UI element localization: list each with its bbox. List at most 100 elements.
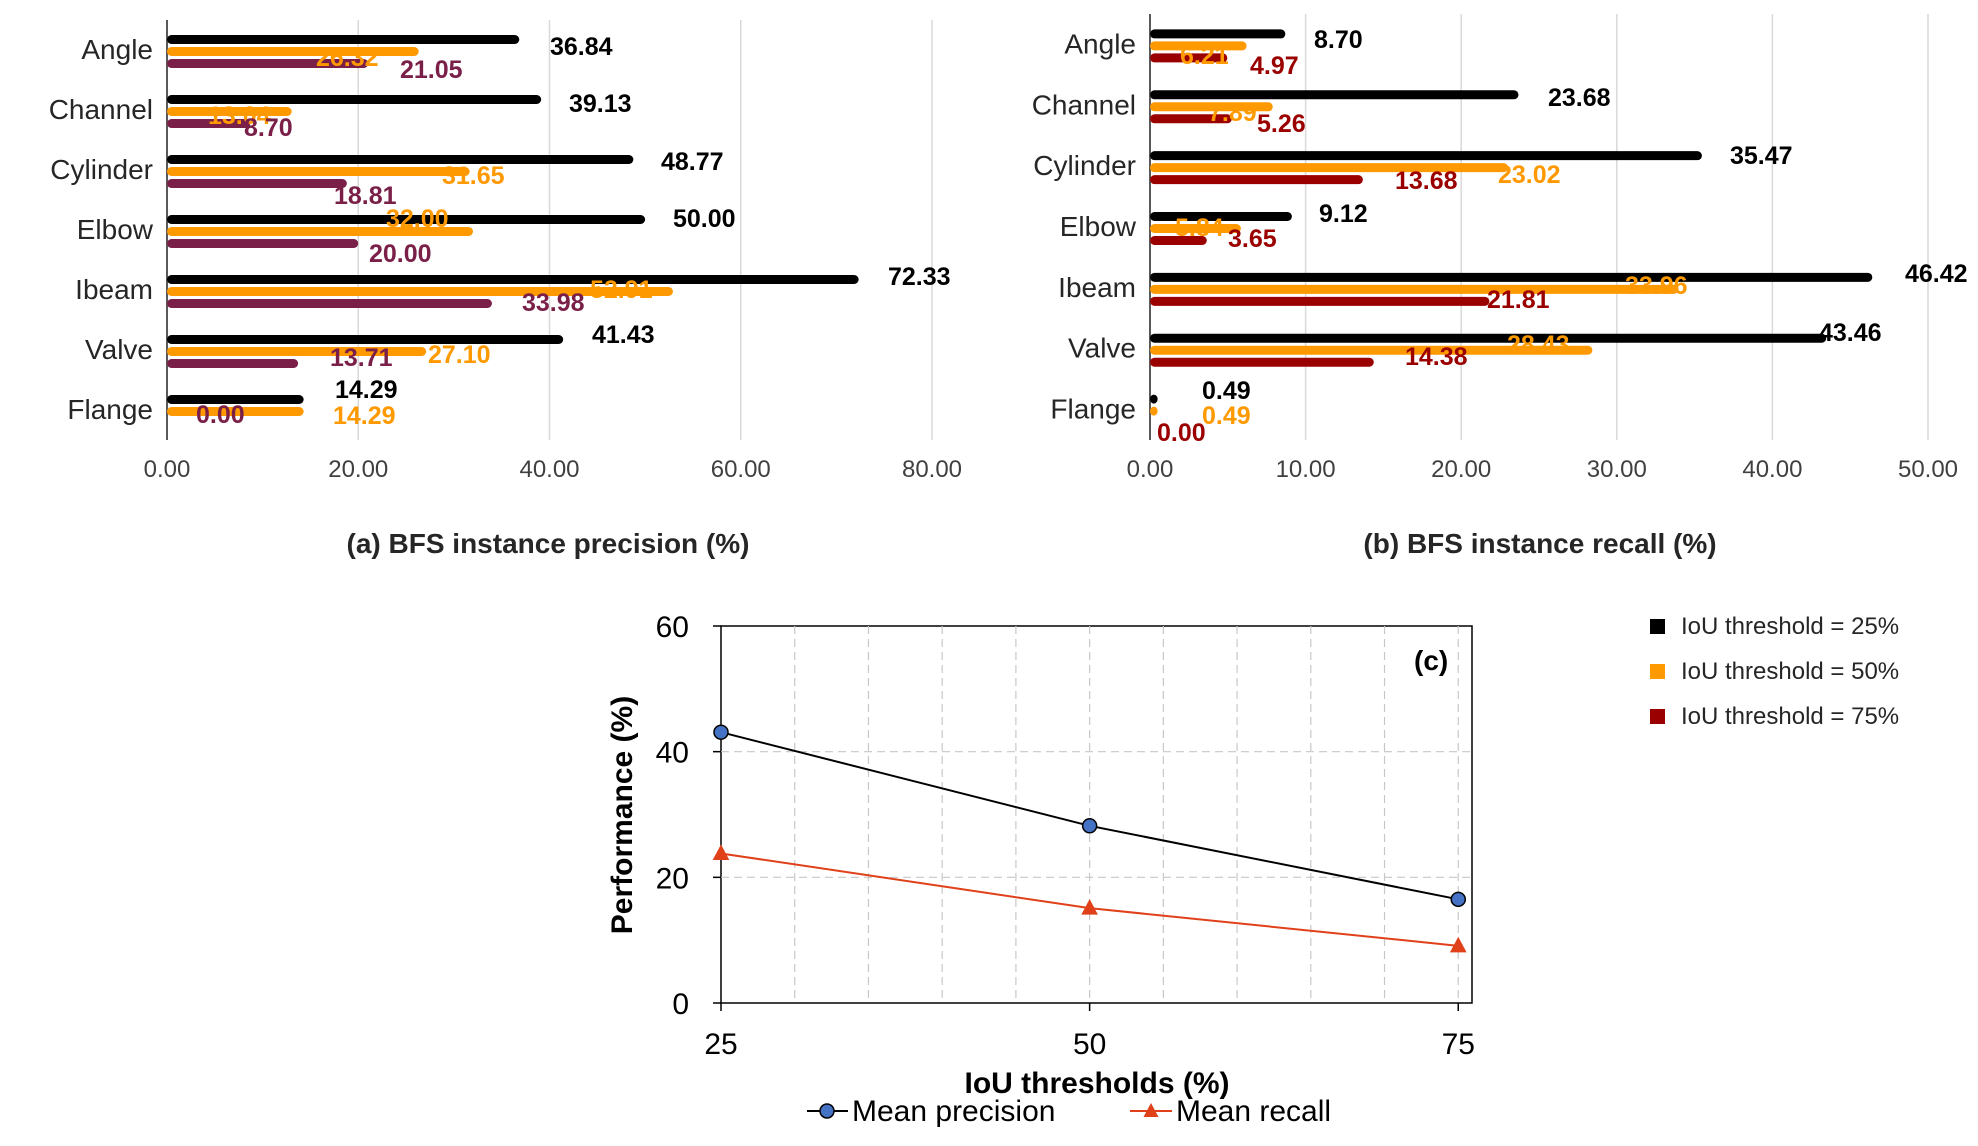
data-label: 72.33 — [888, 263, 951, 291]
data-label: 48.77 — [661, 148, 724, 176]
bar — [1150, 29, 1286, 39]
x-tick-label: 0.00 — [1127, 456, 1174, 483]
category-label: Flange — [67, 394, 153, 425]
data-label: 50.00 — [673, 205, 736, 233]
data-label: 23.02 — [1498, 161, 1561, 189]
legend-marker-mean-precision — [819, 1103, 835, 1119]
data-label: 9.12 — [1319, 200, 1368, 228]
category-label: Ibeam — [1058, 272, 1136, 303]
data-label: 14.38 — [1405, 343, 1468, 371]
bar — [167, 107, 292, 116]
category-label: Ibeam — [75, 274, 153, 305]
bar — [167, 179, 347, 188]
category-label: Channel — [1032, 89, 1136, 120]
data-label: 39.13 — [569, 90, 632, 118]
data-label: 8.70 — [244, 114, 293, 142]
data-label: 46.42 — [1905, 260, 1968, 288]
data-label: 52.91 — [590, 276, 653, 304]
data-label: 6.21 — [1180, 42, 1229, 70]
y-tick-label: 40 — [656, 737, 689, 770]
data-point — [1081, 818, 1098, 834]
data-label: 20.00 — [369, 240, 432, 268]
bar — [1150, 406, 1158, 416]
x-axis-label: IoU thresholds (%) — [964, 1067, 1229, 1100]
bar — [167, 359, 299, 368]
x-tick-label: 10.00 — [1276, 456, 1336, 483]
data-label: 3.65 — [1228, 225, 1277, 253]
data-label: 13.71 — [330, 344, 393, 372]
data-label: 0.49 — [1202, 377, 1251, 405]
data-point — [1081, 899, 1098, 915]
x-tick-label: 0.00 — [144, 456, 191, 483]
data-label: 0.00 — [196, 401, 245, 429]
bar — [1150, 163, 1509, 173]
legend: IoU threshold = 25% IoU threshold = 50% … — [1650, 604, 1899, 739]
y-tick-label: 20 — [656, 862, 689, 895]
category-label: Elbow — [1060, 211, 1137, 242]
bar — [1150, 151, 1702, 161]
legend-swatch-iou-25 — [1650, 619, 1665, 634]
category-label: Elbow — [77, 214, 154, 245]
x-tick-label: 30.00 — [1587, 456, 1647, 483]
data-label: 31.65 — [442, 162, 505, 190]
legend-marker-mean-recall — [1143, 1103, 1159, 1117]
legend-item-iou-50: IoU threshold = 50% — [1650, 649, 1899, 694]
bar — [1150, 272, 1873, 282]
data-label: 36.84 — [550, 33, 613, 61]
bar — [1150, 357, 1374, 367]
legend-label-mean-precision: Mean precision — [852, 1095, 1055, 1128]
category-label: Cylinder — [50, 154, 153, 185]
bar — [167, 287, 673, 296]
bar — [167, 35, 520, 44]
bar — [167, 215, 646, 224]
data-label: 32.00 — [386, 205, 449, 233]
bar — [167, 95, 542, 104]
data-label: 28.43 — [1507, 331, 1570, 359]
bar — [1150, 296, 1490, 306]
data-label: 5.84 — [1175, 214, 1224, 242]
legend-item-iou-75: IoU threshold = 75% — [1650, 694, 1899, 739]
data-point — [713, 724, 729, 740]
legend-swatch-iou-50 — [1650, 664, 1665, 679]
data-label: 14.29 — [333, 402, 396, 430]
data-point — [1449, 936, 1467, 953]
data-label: 43.46 — [1819, 319, 1882, 347]
data-label: 13.68 — [1395, 167, 1458, 195]
bar — [167, 275, 859, 284]
bar — [167, 347, 427, 356]
data-label: 27.10 — [428, 341, 491, 369]
bar — [1150, 394, 1158, 404]
legend-label-iou-25: IoU threshold = 25% — [1681, 612, 1900, 640]
category-label: Angle — [1064, 28, 1136, 59]
x-tick-label: 40.00 — [519, 456, 579, 483]
data-label: 21.05 — [400, 56, 463, 84]
bar — [167, 227, 473, 236]
legend-label-mean-recall: Mean recall — [1176, 1095, 1331, 1128]
data-label: 5.26 — [1257, 110, 1306, 138]
category-label: Cylinder — [1033, 150, 1136, 181]
data-label: 0.00 — [1157, 419, 1206, 447]
x-tick-label: 75 — [1442, 1028, 1475, 1061]
data-label: 21.81 — [1487, 286, 1550, 314]
bar — [1150, 284, 1679, 294]
data-point — [1450, 891, 1467, 908]
bar — [167, 395, 304, 404]
data-label: 41.43 — [592, 321, 655, 349]
data-label: 8.70 — [1314, 26, 1363, 54]
plot-frame — [720, 625, 1473, 1004]
data-label: 18.81 — [334, 182, 397, 210]
data-label: 35.47 — [1730, 142, 1793, 170]
x-tick-label: 20.00 — [1431, 456, 1491, 483]
bar — [1150, 333, 1827, 343]
category-label: Angle — [81, 34, 153, 65]
data-label: 14.29 — [335, 376, 398, 404]
bar — [1150, 114, 1232, 124]
bar — [167, 335, 564, 344]
category-label: Channel — [49, 94, 153, 125]
precision-caption: (a) BFS instance precision (%) — [346, 528, 750, 559]
bar — [1150, 175, 1363, 185]
legend-item-iou-25: IoU threshold = 25% — [1650, 604, 1899, 649]
